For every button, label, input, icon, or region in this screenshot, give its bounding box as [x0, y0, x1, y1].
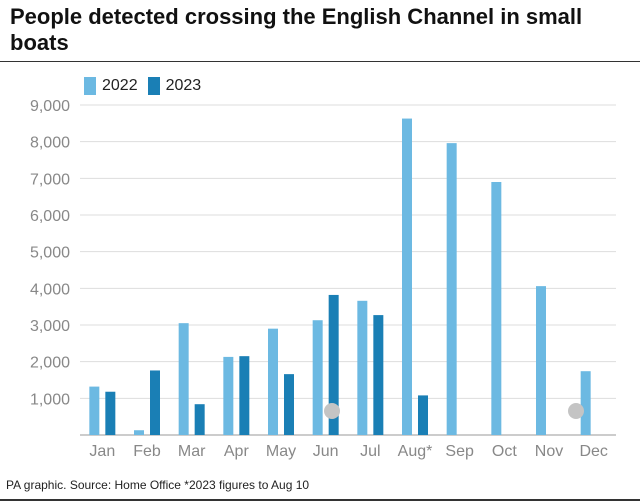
y-tick-label: 6,000	[30, 208, 70, 225]
bar-2022-Jan	[89, 386, 100, 435]
legend-swatch-2023	[147, 77, 160, 95]
x-tick-label: Nov	[535, 443, 563, 460]
bar-2022-Jul	[357, 300, 368, 435]
bar-2023-Jun	[328, 294, 339, 435]
bar-2023-Apr	[239, 356, 250, 435]
bar-2022-Jun	[312, 320, 323, 435]
y-tick-label: 1,000	[30, 391, 70, 408]
x-tick-label: Mar	[178, 443, 206, 460]
legend-item-2022: 2022	[84, 77, 138, 95]
y-tick-label: 5,000	[30, 245, 70, 262]
bar-2022-May	[268, 328, 278, 435]
x-tick-label: Jan	[89, 443, 115, 460]
legend-swatch-2022	[84, 77, 96, 95]
x-tick-label: Oct	[492, 443, 517, 460]
bottom-divider	[0, 499, 640, 501]
legend-item-2023: 2023	[147, 77, 202, 95]
y-tick-label: 7,000	[30, 171, 70, 188]
placeholder-dot	[568, 403, 584, 419]
bar-2022-Dec	[580, 371, 591, 435]
y-tick-label: 3,000	[30, 318, 70, 335]
y-tick-label: 8,000	[30, 135, 70, 152]
y-tick-label: 9,000	[30, 98, 70, 115]
legend-label-2023: 2023	[165, 77, 202, 94]
bar-2022-Mar	[178, 323, 189, 435]
bar-2022-Nov	[536, 286, 546, 435]
x-tick-label: Aug*	[398, 443, 433, 460]
bar-2023-Jul	[373, 315, 384, 435]
bar-2022-Oct	[491, 182, 502, 435]
bar-2023-Mar	[194, 404, 205, 435]
bar-2022-Aug	[402, 118, 412, 436]
bar-2022-Apr	[223, 356, 234, 435]
x-tick-label: Dec	[579, 443, 607, 460]
y-tick-label: 2,000	[30, 355, 70, 372]
bar-2023-Aug	[418, 395, 428, 435]
y-tick-label: 4,000	[30, 281, 70, 298]
x-tick-label: Sep	[445, 443, 474, 460]
x-tick-label: Feb	[133, 443, 161, 460]
chart-title: People detected crossing the English Cha…	[10, 4, 583, 55]
bar-2023-Jan	[105, 391, 116, 435]
x-tick-label: Apr	[224, 443, 250, 460]
bar-2022-Sep	[446, 143, 457, 435]
title-divider	[0, 61, 640, 62]
legend-label-2022: 2022	[102, 77, 138, 94]
bar-2023-Feb	[150, 370, 160, 435]
legend: 2022 2023	[84, 76, 201, 96]
source-note: PA graphic. Source: Home Office *2023 fi…	[6, 478, 310, 492]
placeholder-dot	[324, 403, 340, 419]
bar-2022-Feb	[134, 430, 144, 435]
x-tick-label: Jul	[360, 443, 380, 460]
bar-2023-May	[284, 374, 294, 435]
x-tick-label: Jun	[313, 443, 339, 460]
x-tick-label: May	[266, 443, 296, 460]
